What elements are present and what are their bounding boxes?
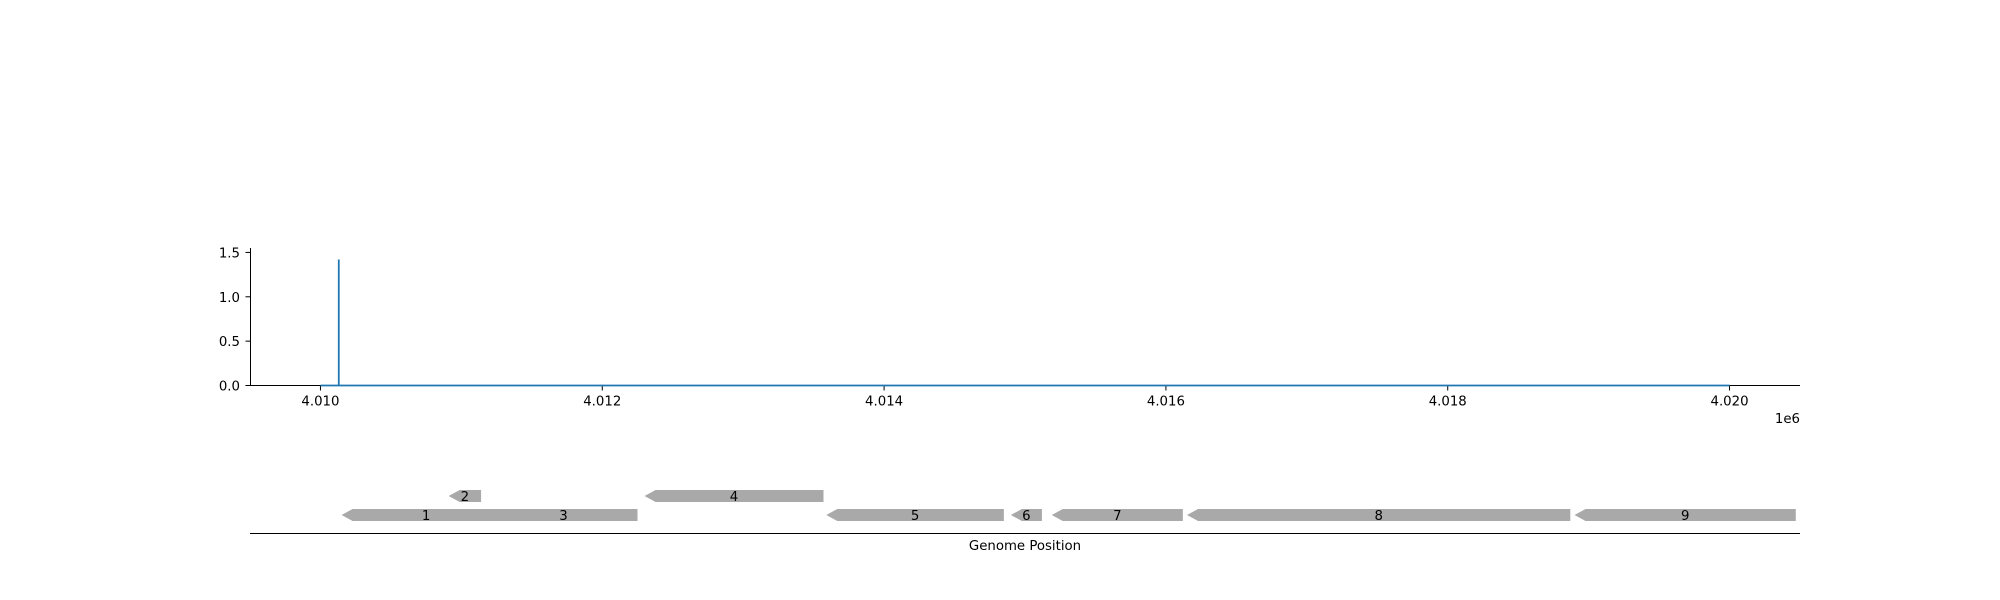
gene-arrow-9: [1574, 509, 1796, 521]
y-tick-label: 0.0: [219, 380, 240, 395]
x-offset-label: 1e6: [1775, 412, 1800, 427]
x-tick-group: 4.010 4.012 4.014 4.016 4.018 4.020: [301, 385, 1749, 410]
gene-arrow-5: [826, 509, 1004, 521]
gene-track: 1 2 3 4 5 6 7 8 9 Genome Position: [250, 490, 1800, 554]
gene-label-4: 4: [730, 490, 738, 505]
x-tick-label: 4.018: [1429, 395, 1467, 410]
y-tick-group: 0.0 0.5 1.0 1.5: [219, 246, 251, 395]
coverage-plot: 4.010 4.012 4.014 4.016 4.018 4.020 0.0 0.5 1.0…: [219, 246, 1800, 427]
x-tick-label: 4.020: [1711, 395, 1749, 410]
gene-arrow-7: [1051, 509, 1183, 521]
x-tick-label: 4.010: [301, 395, 339, 410]
gene-arrows: 1 2 3 4 5 6 7 8 9: [341, 490, 1796, 524]
gene-arrow-2: [448, 490, 482, 502]
coverage-series-line: [320, 259, 1730, 387]
gene-label-1: 1: [422, 509, 430, 524]
gene-arrow-6: [1010, 509, 1042, 521]
y-tick-label: 0.5: [219, 335, 240, 350]
gene-track-xlabel: Genome Position: [969, 539, 1081, 554]
gene-label-9: 9: [1681, 509, 1689, 524]
gene-arrow-8: [1187, 509, 1571, 521]
gene-label-6: 6: [1022, 509, 1030, 524]
gene-label-5: 5: [911, 509, 919, 524]
x-tick-label: 4.016: [1147, 395, 1185, 410]
x-tick-label: 4.014: [865, 395, 903, 410]
gene-label-3: 3: [559, 509, 567, 524]
gene-arrow-4: [644, 490, 824, 502]
y-tick-label: 1.0: [219, 291, 240, 306]
x-tick-label: 4.012: [583, 395, 621, 410]
gene-arrow-3: [489, 509, 638, 521]
gene-label-7: 7: [1113, 509, 1121, 524]
gene-arrow-1: [341, 509, 511, 521]
y-tick-label: 1.5: [219, 246, 240, 261]
gene-label-8: 8: [1374, 509, 1382, 524]
gene-label-2: 2: [461, 490, 469, 505]
